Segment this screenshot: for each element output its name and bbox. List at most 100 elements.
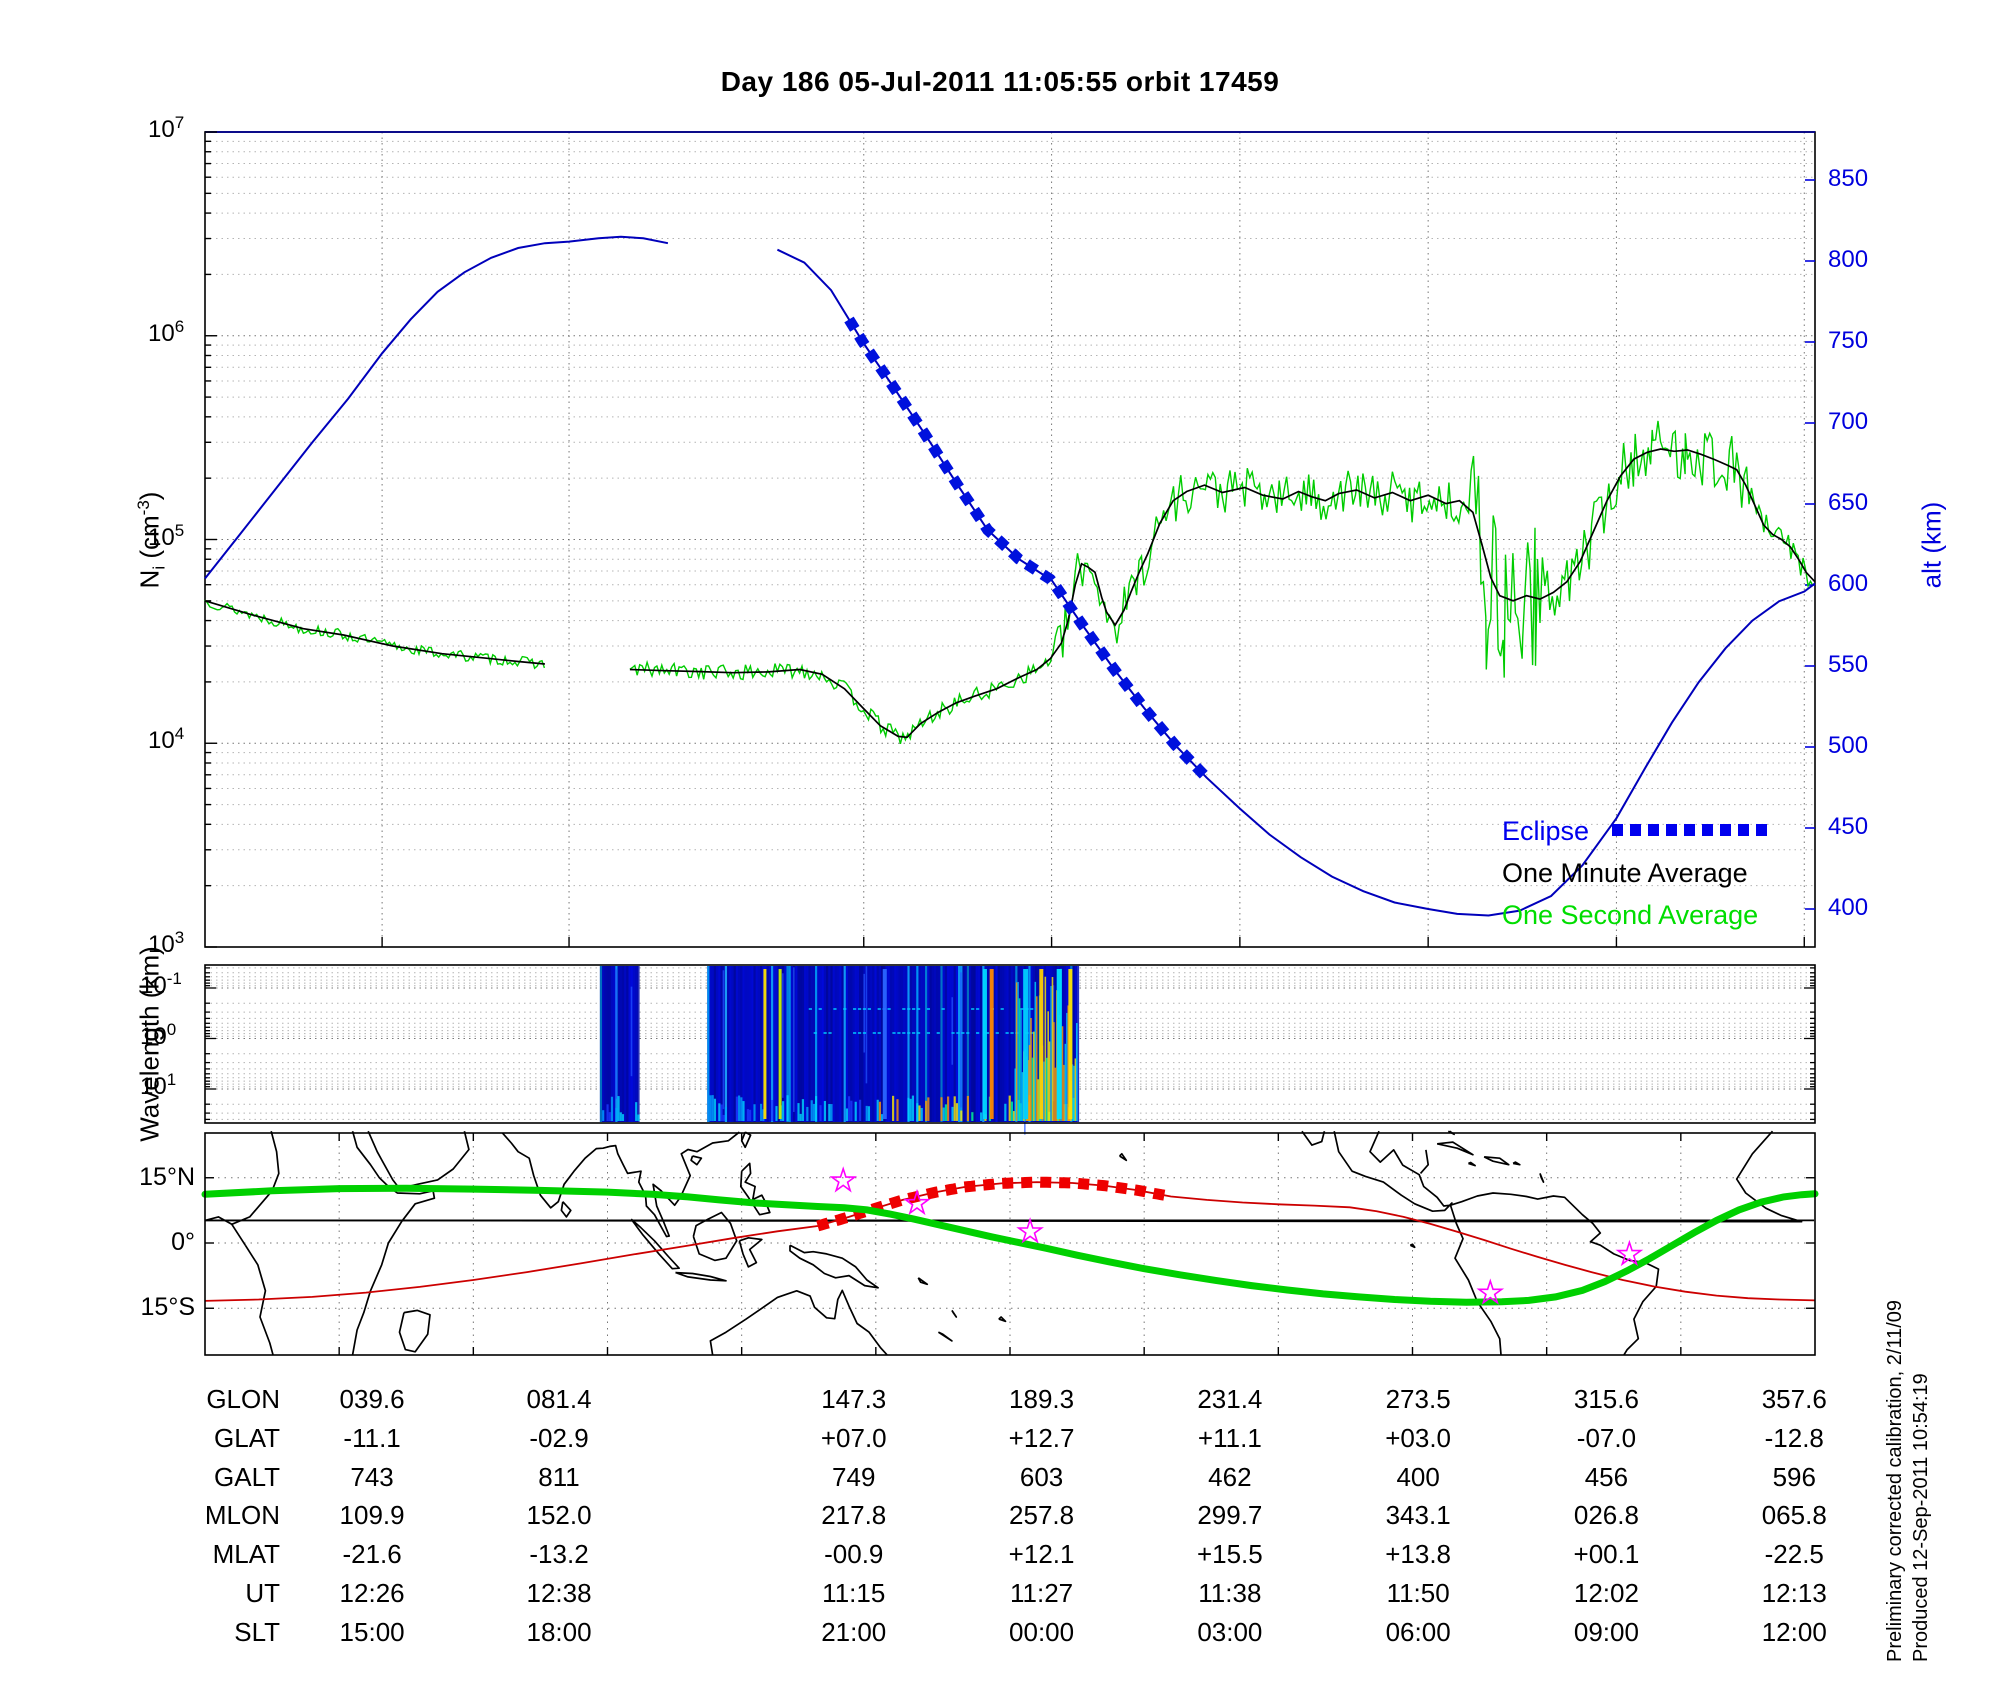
spectrogram-h-streak: [892, 1032, 896, 1034]
table-cell-galt-6: 456: [1584, 1461, 1629, 1492]
spectrogram-column: [1010, 966, 1014, 1122]
spectrogram-column: [735, 966, 739, 1122]
spectrogram-column: [872, 966, 875, 1122]
spectrogram-bright-column: [1020, 1008, 1022, 1121]
right-axis-tick-label: 600: [1828, 570, 1869, 597]
spectrogram-bottom-streak: [782, 1101, 785, 1121]
map-lat-label: 15°S: [140, 1293, 195, 1322]
coastline: [738, 1236, 763, 1268]
spectrogram-bright-column: [1051, 977, 1054, 1121]
table-row-label: MLON: [204, 1500, 280, 1531]
spectrogram-h-streak: [966, 1032, 970, 1034]
table-cell-galt-4: 462: [1208, 1461, 1252, 1492]
spectrogram-bottom-streak: [944, 1104, 948, 1121]
table-cell-mlat-5: +13.8: [1385, 1539, 1452, 1570]
spectrogram-h-streak: [936, 1032, 940, 1034]
coastlines: [204, 1130, 1815, 1356]
spectrogram-h-streak: [833, 1008, 837, 1010]
spectrogram-column: [599, 966, 603, 1122]
spectrogram-bottom-streak: [951, 1106, 954, 1121]
spectrogram-bright-column: [1047, 1011, 1049, 1121]
left-axis-tick-label: 107: [148, 113, 185, 143]
spectrogram-column: [881, 966, 884, 1122]
one-minute-average-line: [629, 448, 1816, 739]
page-title: Day 186 05-Jul-2011 11:05:55 orbit 17459: [720, 66, 1280, 97]
spectrogram-feature-line: [778, 969, 782, 1119]
spectrogram-column: [602, 966, 605, 1122]
spectrogram-bottom-streak: [801, 1099, 805, 1121]
spectrogram-column: [903, 966, 906, 1122]
coastline: [1436, 1141, 1474, 1156]
spectrogram-h-streak: [926, 1032, 931, 1034]
spectrogram-column: [971, 966, 974, 1122]
spectrogram-column: [797, 966, 800, 1122]
table-cell-ut-5: 11:50: [1386, 1578, 1450, 1608]
spectrogram-bottom-streak: [819, 1105, 822, 1121]
spectrogram-h-streak: [971, 1008, 975, 1010]
spectrogram-column: [1076, 966, 1080, 1122]
spectrogram-column: [1004, 966, 1007, 1122]
spectrogram-bright-column: [1028, 1045, 1031, 1121]
spectrogram-column: [744, 966, 747, 1122]
table-cell-slt-1: 18:00: [526, 1616, 592, 1647]
spectrogram-bright-column: [1064, 1043, 1067, 1121]
table-row-label: MLAT: [212, 1539, 280, 1570]
spectrogram-column: [845, 966, 849, 1122]
table-cell-galt-2: 749: [832, 1461, 876, 1492]
spectrogram-bottom-streak: [718, 1103, 721, 1121]
spectrogram-bottom-streak: [617, 1096, 620, 1121]
coastline: [351, 1130, 436, 1355]
spectrogram-column: [911, 966, 915, 1122]
table-cell-glon-7: 357.6: [1761, 1384, 1827, 1414]
spectrogram-column: [986, 966, 989, 1122]
wavelength-axis-tick-label: 101: [140, 1070, 177, 1100]
spectrogram-streak: [865, 966, 868, 1084]
right-axis-title: alt (km): [1916, 501, 1947, 589]
coastline: [501, 1131, 740, 1238]
spectrogram-h-streak: [1010, 1032, 1014, 1034]
spectrogram-column: [929, 966, 932, 1122]
spectrogram-column: [775, 966, 778, 1122]
spectrogram-bottom-streak: [711, 1095, 714, 1121]
spectrogram-bottom-streak: [881, 1114, 884, 1121]
spectrogram-bottom-streak: [848, 1096, 851, 1121]
spectrogram-column: [709, 966, 712, 1122]
spectrogram-column: [894, 966, 897, 1122]
spectrogram-bottom-streak: [709, 1095, 712, 1121]
spectrogram-streak: [630, 986, 633, 1077]
spectrogram-column: [821, 966, 824, 1122]
spectrogram-h-streak: [902, 1008, 906, 1010]
table-row-label: GALT: [214, 1461, 280, 1492]
spectrogram-column: [878, 966, 882, 1122]
coastline: [1539, 1173, 1545, 1183]
spectrogram-column: [931, 966, 934, 1122]
right-axis-tick-label: 800: [1828, 246, 1869, 273]
spectrogram-bottom-streak: [892, 1095, 895, 1121]
left-axis-tick-label: 105: [148, 520, 185, 551]
spectrogram-column: [955, 966, 959, 1122]
table-row-label: GLON: [206, 1384, 280, 1414]
spectrogram-bright-column: [1031, 1057, 1034, 1121]
spectrogram-column: [635, 966, 638, 1122]
spectrogram-bright-column: [1045, 1057, 1048, 1121]
spectrogram-column: [848, 966, 851, 1122]
table-cell-glat-4: +11.1: [1197, 1422, 1262, 1453]
spectrogram-bottom-streak: [878, 1101, 882, 1121]
spectrogram-column: [637, 966, 640, 1122]
spectrogram-bright-column: [1014, 1068, 1017, 1121]
spectrogram-column: [819, 966, 822, 1122]
spectrogram-bright-column: [1061, 1026, 1064, 1121]
legend-one-second-label: One Second Average: [1502, 900, 1759, 930]
spectrogram-h-streak: [941, 1008, 945, 1010]
table-cell-glat-2: +07.0: [820, 1422, 887, 1453]
spectrogram-bright-column: [1076, 1023, 1078, 1121]
table-cell-mlat-1: -13.2: [529, 1539, 589, 1570]
spectrogram-bottom-streak: [749, 1109, 752, 1121]
spectrogram-bottom-streak: [615, 1107, 618, 1121]
spectrogram-column: [788, 966, 791, 1122]
spectrogram-bright-column: [1030, 1018, 1032, 1121]
star-marker: [1016, 1217, 1044, 1244]
spectrogram-column: [856, 966, 860, 1122]
coastline: [1118, 1152, 1128, 1162]
spectrogram-column: [713, 966, 717, 1122]
